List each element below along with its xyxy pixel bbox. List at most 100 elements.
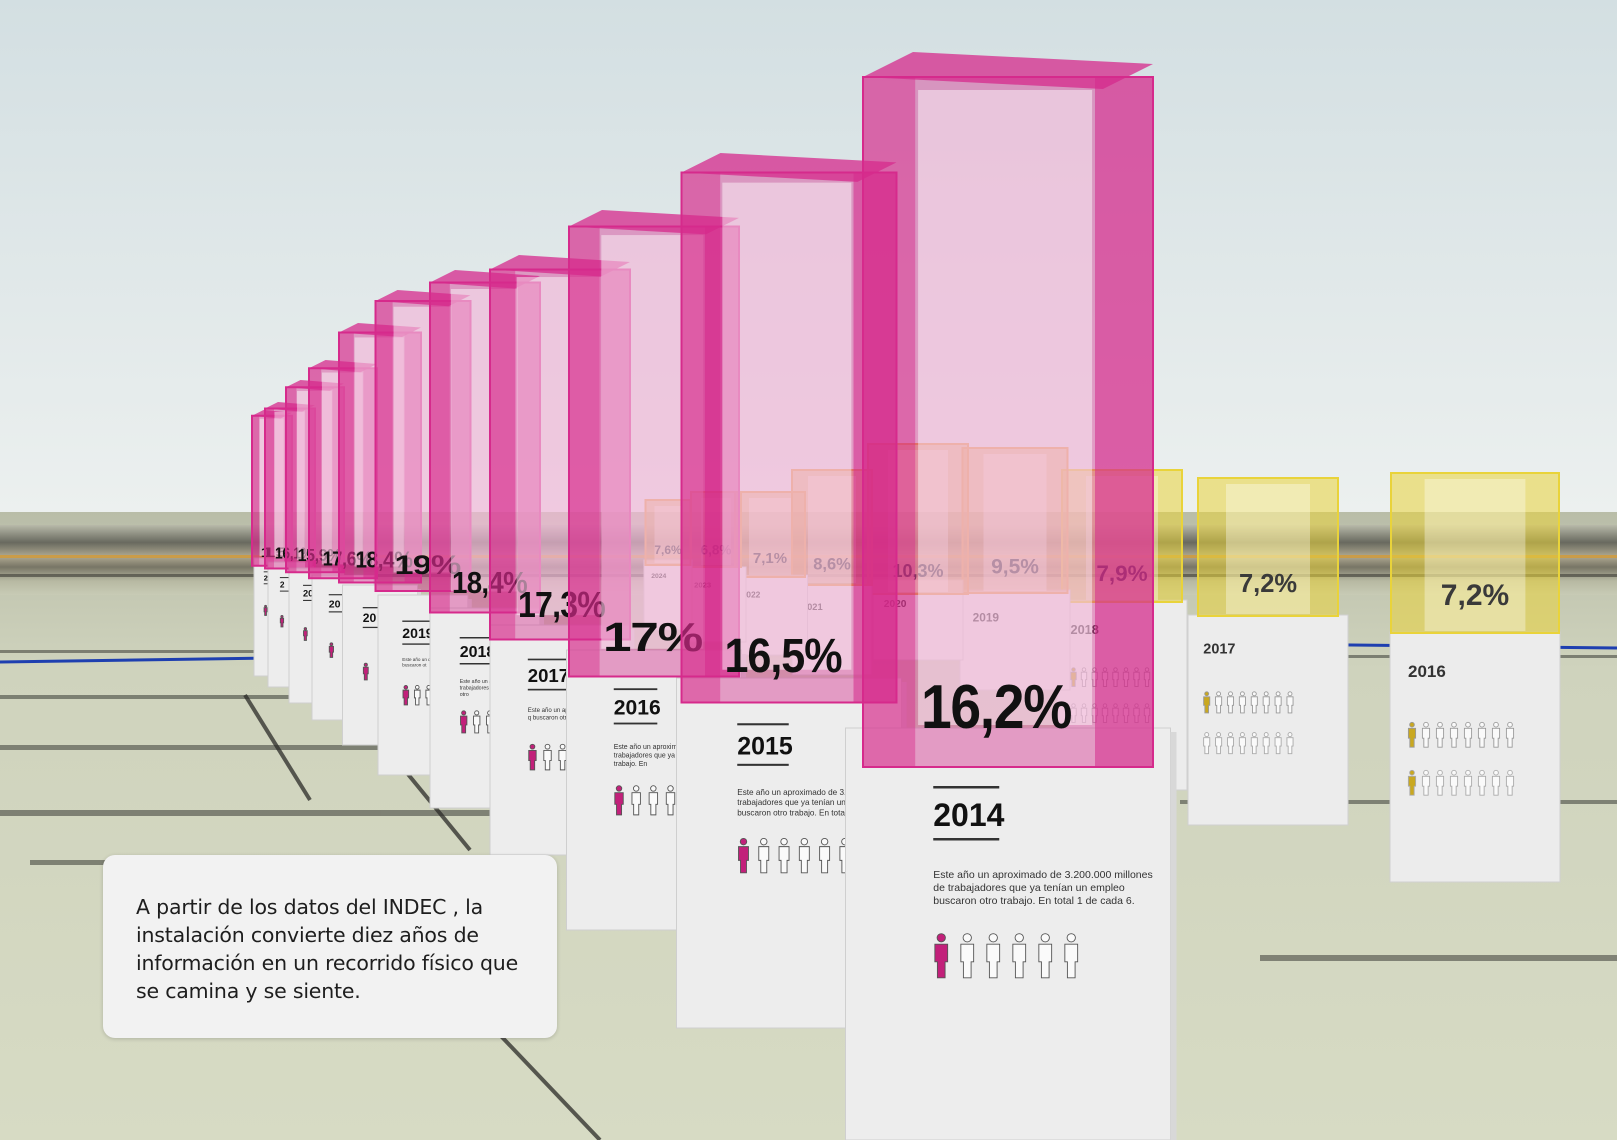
person-icon — [413, 685, 421, 706]
magenta-bar-top — [863, 52, 1153, 89]
person-icon — [934, 933, 949, 979]
year-label: 2 — [264, 574, 268, 583]
person-icon — [1491, 721, 1501, 748]
person-icon — [798, 837, 810, 874]
yellow-column-2024: 7,6% 2024 — [643, 499, 693, 631]
description: Este año un aproximado d de trabajadores … — [614, 744, 723, 768]
year-label: 20 — [329, 598, 341, 610]
person-icon — [328, 642, 334, 658]
yellow-pct: 7,2% — [1441, 579, 1509, 612]
yellow-pct: 7,2% — [1239, 570, 1297, 598]
pct-label: 16,5% — [725, 629, 842, 683]
person-icon — [303, 627, 308, 641]
person-icon — [1262, 732, 1270, 755]
yellow-pct: 8,6% — [813, 556, 851, 574]
yellow-bar — [1390, 472, 1560, 634]
person-icon — [648, 785, 659, 816]
person-icon — [986, 933, 1001, 979]
person-icon — [1038, 933, 1053, 979]
person-icon — [665, 785, 676, 816]
person-icon — [1203, 691, 1211, 714]
magenta-bar-top — [375, 290, 471, 307]
person-icon — [528, 743, 537, 771]
description: Este año un de trabajado buscaron ot — [402, 657, 454, 668]
yellow-year: 2017 — [1203, 641, 1235, 657]
description: Este año un aproximado de 3.300.000 de tr… — [737, 788, 887, 817]
magenta-column-3: 2016 Este año un aproximado d de trabajado… — [566, 210, 747, 931]
yellow-year: 2023 — [694, 580, 711, 589]
yellow-bar — [734, 491, 806, 578]
person-icon — [1215, 691, 1223, 714]
yellow-pct: 7,6% — [654, 543, 682, 557]
person-icon — [460, 710, 468, 734]
blue-line-left — [0, 656, 271, 664]
person-icon — [1238, 691, 1246, 714]
year-label: 2019 — [402, 625, 433, 641]
person-icon — [1203, 732, 1211, 755]
pct-label: 19% — [395, 549, 462, 580]
person-icon — [1407, 769, 1417, 796]
person-icon — [1080, 703, 1088, 723]
pct-label: 18,4% — [355, 547, 413, 573]
yellow-year: 2018 — [1071, 622, 1099, 637]
magenta-column-10: 2 16,1% — [264, 402, 316, 688]
caption-card: A partir de los datos del INDEC , la ins… — [103, 855, 557, 1038]
person-icon — [1435, 769, 1445, 796]
person-icon — [1250, 691, 1258, 714]
sky — [0, 0, 1617, 515]
magenta-bar-top — [490, 255, 630, 277]
pct-label: 17,6% — [323, 547, 373, 570]
magenta-column-9: 2015,9% — [285, 380, 345, 704]
yellow-bar — [1197, 477, 1339, 617]
person-icon — [1463, 769, 1473, 796]
person-icon — [1463, 721, 1473, 748]
description: Este año un aproximado de 3.200.000 mill… — [933, 869, 1152, 907]
year-label: 2 — [280, 579, 285, 589]
pct-label: 15 — [260, 545, 291, 561]
year-label: 2016 — [614, 697, 661, 720]
yellow-column-2017: 7,2% 2017 — [1187, 477, 1349, 826]
person-icon — [1215, 732, 1223, 755]
person-icon — [1505, 769, 1515, 796]
person-icon — [778, 837, 790, 874]
yellow-year: 2024 — [651, 573, 666, 580]
person-icon — [1250, 732, 1258, 755]
person-icon — [1449, 769, 1459, 796]
yellow-year: 2021 — [802, 602, 823, 612]
person-icon — [819, 837, 831, 874]
year-label: 2017 — [528, 665, 569, 686]
person-icon — [1435, 721, 1445, 748]
person-icon — [1226, 691, 1235, 714]
year-label: 20 — [363, 611, 377, 625]
pct-label: 17% — [603, 614, 703, 660]
person-icon — [1238, 732, 1246, 755]
person-icon — [1080, 667, 1088, 687]
pct-label: 16,2% — [921, 673, 1071, 742]
magenta-column-1: 2014 Este año un aproximado de 3.200.000 … — [845, 52, 1177, 1140]
magenta-bar-top — [681, 153, 897, 182]
yellow-column-2016: 7,2% 2016 — [1389, 472, 1561, 883]
yellow-year: 2019 — [973, 611, 1000, 625]
magenta-bar-top — [339, 323, 421, 338]
person-icon — [614, 785, 624, 816]
yellow-pct: 7,1% — [753, 550, 787, 567]
person-icon — [1407, 721, 1417, 748]
person-icon — [1477, 721, 1487, 748]
person-icon — [279, 615, 285, 628]
year-label: 2018 — [460, 644, 496, 661]
year-label: 2015 — [737, 732, 793, 760]
person-icon — [1286, 732, 1294, 755]
pct-label: 17,3% — [518, 584, 606, 625]
person-icon — [1064, 933, 1079, 979]
person-icon — [631, 785, 641, 816]
person-icon — [1274, 691, 1282, 714]
person-icon — [473, 710, 481, 734]
person-icon — [1274, 732, 1282, 755]
caption-text: A partir de los datos del INDEC , la ins… — [136, 895, 518, 1003]
person-icon — [1505, 721, 1515, 748]
person-icon — [543, 743, 552, 771]
person-icon — [1491, 769, 1501, 796]
